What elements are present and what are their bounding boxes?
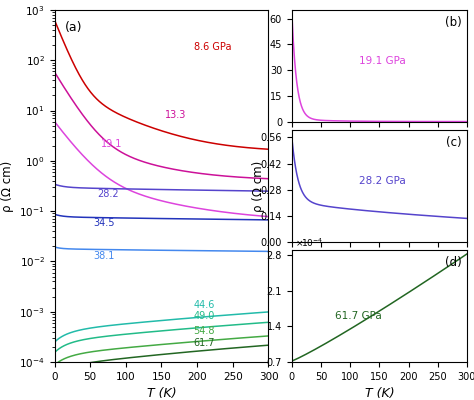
Text: (c): (c) xyxy=(446,136,462,148)
Text: 28.2: 28.2 xyxy=(97,189,119,199)
Text: 19.1: 19.1 xyxy=(101,139,122,149)
Text: 13.3: 13.3 xyxy=(165,110,186,120)
Text: 8.6 GPa: 8.6 GPa xyxy=(193,42,231,52)
Text: 28.2 GPa: 28.2 GPa xyxy=(359,176,406,186)
X-axis label: T (K): T (K) xyxy=(365,387,394,400)
Text: 38.1: 38.1 xyxy=(94,251,115,261)
Text: 19.1 GPa: 19.1 GPa xyxy=(359,56,406,66)
Text: 61.7 GPa: 61.7 GPa xyxy=(335,312,382,322)
Y-axis label: ρ (Ω cm): ρ (Ω cm) xyxy=(0,160,14,212)
X-axis label: T (K): T (K) xyxy=(146,387,176,400)
Text: $\times\!10^{-4}$: $\times\!10^{-4}$ xyxy=(295,236,324,249)
Text: 34.5: 34.5 xyxy=(94,218,115,228)
Text: 61.7: 61.7 xyxy=(193,338,215,348)
Text: 49.0: 49.0 xyxy=(193,311,215,321)
Text: 44.6: 44.6 xyxy=(193,300,215,310)
Text: (b): (b) xyxy=(445,16,462,29)
Text: (a): (a) xyxy=(65,20,82,34)
Text: 54.8: 54.8 xyxy=(193,326,215,336)
Text: (d): (d) xyxy=(445,256,462,268)
Text: ρ (Ω cm): ρ (Ω cm) xyxy=(252,160,265,212)
